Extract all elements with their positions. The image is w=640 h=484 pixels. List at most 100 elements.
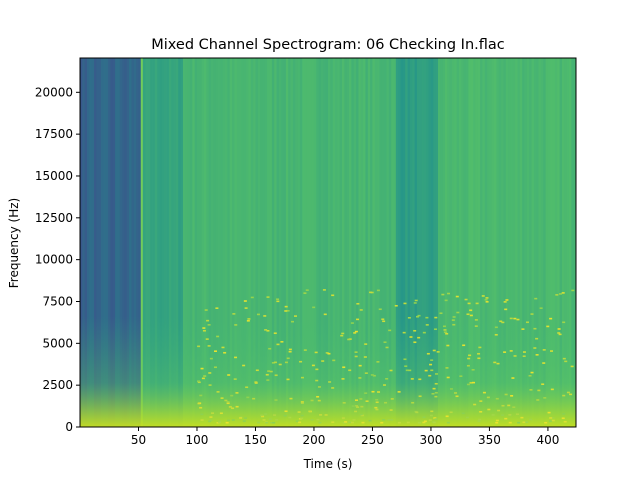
harmonic-dot [494, 326, 498, 329]
harmonic-dot [202, 329, 206, 332]
harmonic-dot [272, 421, 276, 424]
harmonic-dot [513, 355, 517, 357]
harmonic-dot [422, 416, 426, 419]
harmonic-dot [546, 325, 550, 328]
harmonic-dot [276, 343, 280, 346]
harmonic-dot [562, 357, 566, 360]
chart-title: Mixed Channel Spectrogram: 06 Checking I… [151, 37, 505, 53]
harmonic-dot [218, 420, 222, 423]
harmonic-dot [274, 374, 278, 377]
harmonic-dot [461, 412, 465, 415]
harmonic-dot [341, 332, 345, 335]
harmonic-dot [446, 344, 450, 347]
harmonic-dot [487, 408, 491, 411]
harmonic-dot [284, 361, 288, 364]
harmonic-dot [273, 332, 277, 335]
harmonic-dot [246, 396, 250, 399]
harmonic-dot [474, 325, 478, 327]
harmonic-dot [300, 402, 304, 404]
harmonic-dot [208, 384, 212, 386]
harmonic-dot [469, 309, 473, 312]
harmonic-dot [530, 371, 534, 374]
harmonic-dot [374, 406, 378, 409]
harmonic-dot [388, 329, 392, 332]
harmonic-dot [432, 421, 436, 424]
harmonic-dot [503, 301, 507, 303]
harmonic-dot [445, 415, 449, 418]
harmonic-dot [434, 382, 438, 385]
harmonic-dot [344, 421, 348, 423]
harmonic-dot [431, 392, 435, 395]
harmonic-dot [479, 411, 483, 413]
x-axis-label: Time (s) [303, 457, 353, 471]
harmonic-dot [204, 309, 208, 311]
harmonic-dot [475, 302, 479, 305]
harmonic-dot [390, 398, 394, 400]
harmonic-dot [267, 370, 271, 372]
harmonic-dot [207, 345, 211, 347]
harmonic-dot [246, 320, 250, 322]
y-tick-label: 20000 [35, 85, 73, 99]
y-tick-label: 17500 [35, 127, 73, 141]
harmonic-dot [549, 420, 553, 422]
x-axis: 50 100 150 200 250 300 350 400 [131, 427, 559, 447]
harmonic-dot [471, 368, 475, 371]
harmonic-dot [436, 351, 440, 353]
harmonic-dot [455, 295, 459, 298]
harmonic-dot [521, 328, 525, 330]
harmonic-dot [268, 347, 272, 350]
harmonic-dot [350, 322, 354, 324]
harmonic-dot [305, 289, 309, 291]
harmonic-dot [562, 413, 566, 415]
harmonic-dot [254, 381, 258, 383]
harmonic-dot [380, 421, 384, 424]
harmonic-dot [509, 317, 513, 320]
harmonic-dot [314, 351, 318, 354]
harmonic-dot [217, 421, 221, 424]
harmonic-dot [341, 417, 345, 419]
harmonic-dot [385, 378, 389, 380]
harmonic-dot [464, 298, 468, 301]
harmonic-dot [497, 409, 501, 412]
harmonic-dot [225, 421, 229, 424]
x-tick-label: 100 [186, 433, 209, 447]
harmonic-dot [478, 346, 482, 349]
harmonic-dot [303, 292, 307, 294]
harmonic-dot [426, 352, 430, 355]
harmonic-dot [451, 319, 455, 321]
harmonic-dot [265, 421, 269, 424]
harmonic-dot [430, 410, 434, 413]
harmonic-dot [515, 413, 519, 416]
harmonic-dot [328, 381, 332, 383]
harmonic-dot [508, 421, 512, 424]
harmonic-dot [368, 419, 372, 422]
harmonic-dot [293, 315, 297, 317]
harmonic-dot [562, 394, 566, 397]
harmonic-dot [224, 399, 228, 402]
harmonic-dot [264, 329, 268, 331]
harmonic-dot [242, 364, 246, 367]
harmonic-dot [525, 421, 529, 423]
harmonic-dot [467, 357, 471, 360]
harmonic-dot [321, 360, 325, 362]
harmonic-dot [558, 293, 562, 295]
harmonic-dot [409, 336, 413, 338]
harmonic-dot [456, 311, 460, 314]
harmonic-dot [353, 332, 357, 334]
harmonic-dot [417, 314, 421, 317]
harmonic-dot [342, 402, 346, 404]
harmonic-dot [322, 289, 326, 291]
harmonic-dot [507, 404, 511, 407]
harmonic-dot [477, 352, 481, 355]
harmonic-dot [266, 296, 270, 298]
harmonic-dot [275, 419, 279, 421]
harmonic-dot [444, 299, 448, 302]
harmonic-dot [298, 421, 302, 424]
harmonic-dot [234, 356, 238, 359]
harmonic-dot [286, 357, 290, 360]
harmonic-dot [197, 345, 201, 348]
harmonic-dot [274, 399, 278, 401]
harmonic-dot [284, 310, 288, 312]
harmonic-dot [408, 369, 412, 372]
